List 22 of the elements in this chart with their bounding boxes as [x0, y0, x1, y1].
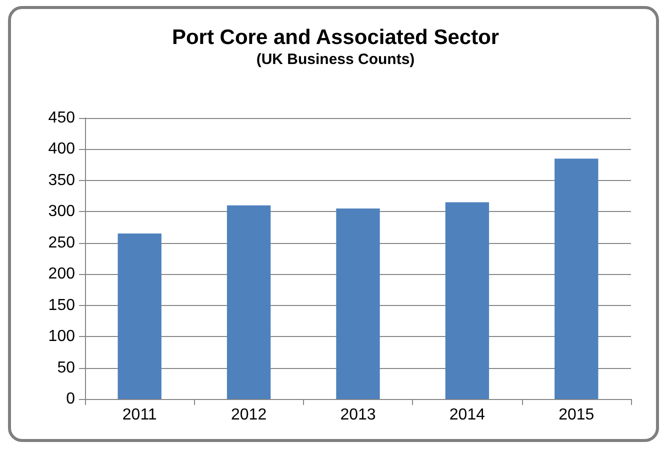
- x-tick-label: 2014: [449, 406, 486, 424]
- x-tick-label: 2013: [340, 406, 376, 424]
- y-tick-label: 200: [48, 266, 76, 283]
- y-tick-label: 0: [66, 390, 76, 408]
- y-tick-label: 400: [48, 140, 76, 158]
- y-tick-label: 300: [48, 203, 76, 220]
- chart-title: Port Core and Associated Sector: [172, 26, 500, 49]
- bar: [118, 234, 162, 399]
- y-tick-label: 450: [48, 110, 76, 126]
- bar: [445, 202, 490, 399]
- y-tick-label: 100: [48, 328, 76, 346]
- chart-subtitle: (UK Business Counts): [256, 51, 415, 68]
- bar: [336, 208, 380, 399]
- bar: [226, 205, 271, 399]
- y-tick-label: 50: [57, 359, 76, 376]
- x-tick-label: 2012: [231, 406, 267, 424]
- x-tick-label: 2015: [558, 406, 594, 424]
- x-tick-label: 2011: [122, 406, 157, 424]
- y-tick-label: 250: [48, 234, 76, 252]
- y-tick-label: 150: [48, 296, 76, 314]
- bar: [554, 158, 598, 399]
- y-tick-label: 350: [48, 172, 76, 189]
